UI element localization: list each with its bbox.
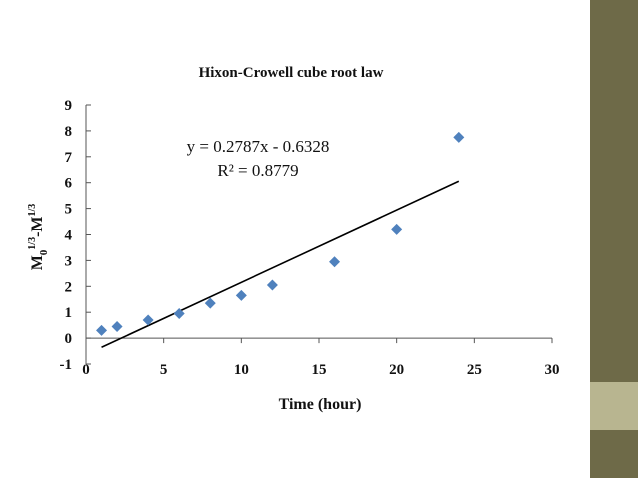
data-point — [173, 307, 185, 319]
data-point — [235, 289, 247, 301]
x-axis-ticks: 0 5 10 15 20 25 30 — [82, 338, 560, 378]
y-tick-label: 0 — [65, 331, 73, 347]
x-axis-title: Time (hour) — [279, 396, 362, 413]
y-tick-label: 8 — [65, 124, 73, 140]
y-tick-label: 9 — [65, 98, 73, 114]
y-axis-title-m: M — [29, 255, 46, 270]
data-point — [96, 324, 108, 336]
y-tick-label: 1 — [65, 305, 73, 321]
data-point — [329, 256, 341, 268]
trendline-group — [101, 180, 460, 348]
y-axis-title: M01/3-M1/3 — [27, 204, 50, 271]
x-tick-label: 20 — [389, 362, 404, 378]
slide-sidebar-accent — [590, 382, 638, 430]
y-tick-label: 4 — [65, 228, 73, 244]
y-tick-label: -1 — [60, 357, 73, 373]
data-point — [204, 297, 216, 309]
data-point — [266, 279, 278, 291]
y-axis-title-minus-m: -M — [29, 216, 46, 236]
y-axis-title-sup: 1/3 — [27, 237, 38, 250]
x-tick-label: 10 — [234, 362, 249, 378]
x-tick-label: 25 — [467, 362, 482, 378]
x-tick-label: 15 — [312, 362, 327, 378]
y-tick-label: 2 — [65, 279, 73, 295]
x-tick-label: 30 — [545, 362, 560, 378]
y-axis-ticks: -1 0 1 2 3 4 5 6 7 8 9 — [60, 98, 91, 373]
r-squared-label: R² = 0.8779 — [217, 161, 298, 180]
data-point — [453, 131, 465, 143]
data-point — [111, 320, 123, 332]
chart-panel — [10, 48, 570, 428]
data-point — [391, 223, 403, 235]
y-tick-label: 5 — [65, 202, 73, 218]
x-tick-label: 0 — [82, 362, 90, 378]
scatter-chart: Hixon-Crowell cube root law -1 0 1 2 3 4 5 6 7 8 9… — [27, 65, 560, 413]
x-tick-label: 5 — [160, 362, 168, 378]
y-tick-label: 6 — [65, 176, 73, 192]
y-axis-title-sup2: 1/3 — [27, 204, 38, 217]
chart-title: Hixon-Crowell cube root law — [199, 65, 384, 81]
y-tick-label: 3 — [65, 253, 73, 269]
y-axis-title-sub: 0 — [38, 249, 50, 255]
data-points — [96, 131, 465, 336]
trendline — [101, 180, 460, 348]
trendline-equation: y = 0.2787x - 0.6328 — [187, 137, 330, 156]
y-tick-label: 7 — [65, 150, 73, 166]
data-point — [142, 314, 154, 326]
